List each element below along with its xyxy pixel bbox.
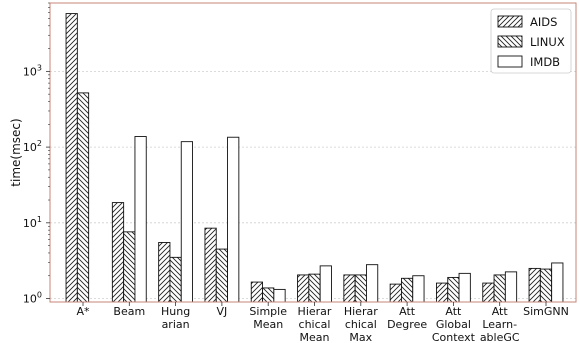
bar-aids	[528, 267, 541, 303]
y-tick-label: 101	[23, 215, 42, 230]
bar-linux	[308, 273, 321, 303]
y-tick-label: 103	[23, 63, 42, 78]
bar-aids	[389, 283, 402, 303]
x-category-label: Global	[436, 318, 471, 331]
bar-aids	[65, 13, 78, 303]
bars	[65, 13, 564, 303]
bar-imdb	[458, 272, 471, 303]
legend-label-linux: LINUX	[530, 35, 565, 49]
x-category-label: Mean	[253, 318, 283, 331]
bar-imdb	[134, 136, 147, 303]
plot-frame	[49, 2, 577, 303]
y-tick-label: 100	[23, 291, 42, 306]
bar-imdb	[227, 136, 240, 303]
legend-swatch-aids	[497, 15, 523, 28]
bar-linux	[493, 274, 506, 303]
y-tick-exponent: 0	[37, 291, 42, 300]
x-category-label: arian	[162, 318, 190, 331]
bar-linux	[262, 287, 275, 303]
bar-imdb	[551, 262, 564, 303]
bar-imdb	[319, 265, 332, 303]
y-axis-title: time(msec)	[9, 118, 23, 186]
x-category-label: A*	[76, 305, 90, 318]
y-tick-exponent: 3	[37, 63, 42, 72]
bar-aids	[482, 282, 495, 303]
legend-swatch-imdb	[497, 55, 523, 68]
x-category-label: Context	[432, 331, 476, 343]
bar-aids	[436, 282, 449, 303]
x-category-label: Hierar	[344, 305, 378, 318]
x-category-label: Mean	[300, 331, 330, 343]
legend-label-imdb: IMDB	[530, 55, 560, 69]
bar-linux	[76, 92, 90, 303]
bar-aids	[158, 242, 171, 303]
x-category-label: SimGNN	[523, 305, 569, 318]
y-tick-exponent: 2	[37, 139, 42, 148]
x-category-label: chical	[345, 318, 377, 331]
legend-label-aids: AIDS	[530, 15, 557, 29]
x-category-label: Hierar	[298, 305, 332, 318]
y-tick-base: 10	[23, 65, 37, 78]
y-tick-label: 102	[23, 139, 42, 154]
x-category-label: Max	[349, 331, 372, 343]
x-category-label: Simple	[249, 305, 287, 318]
bar-aids	[250, 281, 264, 303]
bar-imdb	[273, 288, 286, 303]
x-category-label: ableGC	[480, 331, 520, 343]
bar-imdb	[412, 275, 425, 303]
bar-linux	[539, 268, 553, 303]
x-category-label: Att	[399, 305, 416, 318]
x-category-label: Beam	[113, 305, 145, 318]
bar-linux	[215, 248, 229, 303]
x-category-label: Att	[492, 305, 509, 318]
bar-imdb	[504, 271, 518, 303]
bar-aids	[204, 227, 217, 303]
bar-imdb	[366, 264, 379, 303]
bar-aids	[343, 274, 356, 303]
legend: AIDS LINUX IMDB	[490, 8, 572, 74]
x-category-label: Degree	[387, 318, 427, 331]
bar-linux	[401, 277, 414, 303]
bar-linux	[169, 256, 182, 303]
x-category-label: Att	[445, 305, 462, 318]
bar-aids	[111, 202, 125, 303]
legend-swatch-linux	[497, 35, 523, 48]
x-category-label: Hung	[161, 305, 190, 318]
y-tick-base: 10	[23, 293, 37, 306]
bar-linux	[447, 276, 460, 303]
bar-linux	[354, 274, 367, 303]
x-category-label: Learn-	[482, 318, 517, 331]
y-tick-base: 10	[23, 217, 37, 230]
bar-imdb	[180, 141, 194, 303]
x-category-label: VJ	[217, 305, 228, 318]
x-category-label: chical	[299, 318, 331, 331]
bar-aids	[297, 274, 310, 303]
y-tick-base: 10	[23, 141, 37, 154]
bar-linux	[123, 231, 136, 303]
y-tick-exponent: 1	[37, 215, 42, 224]
